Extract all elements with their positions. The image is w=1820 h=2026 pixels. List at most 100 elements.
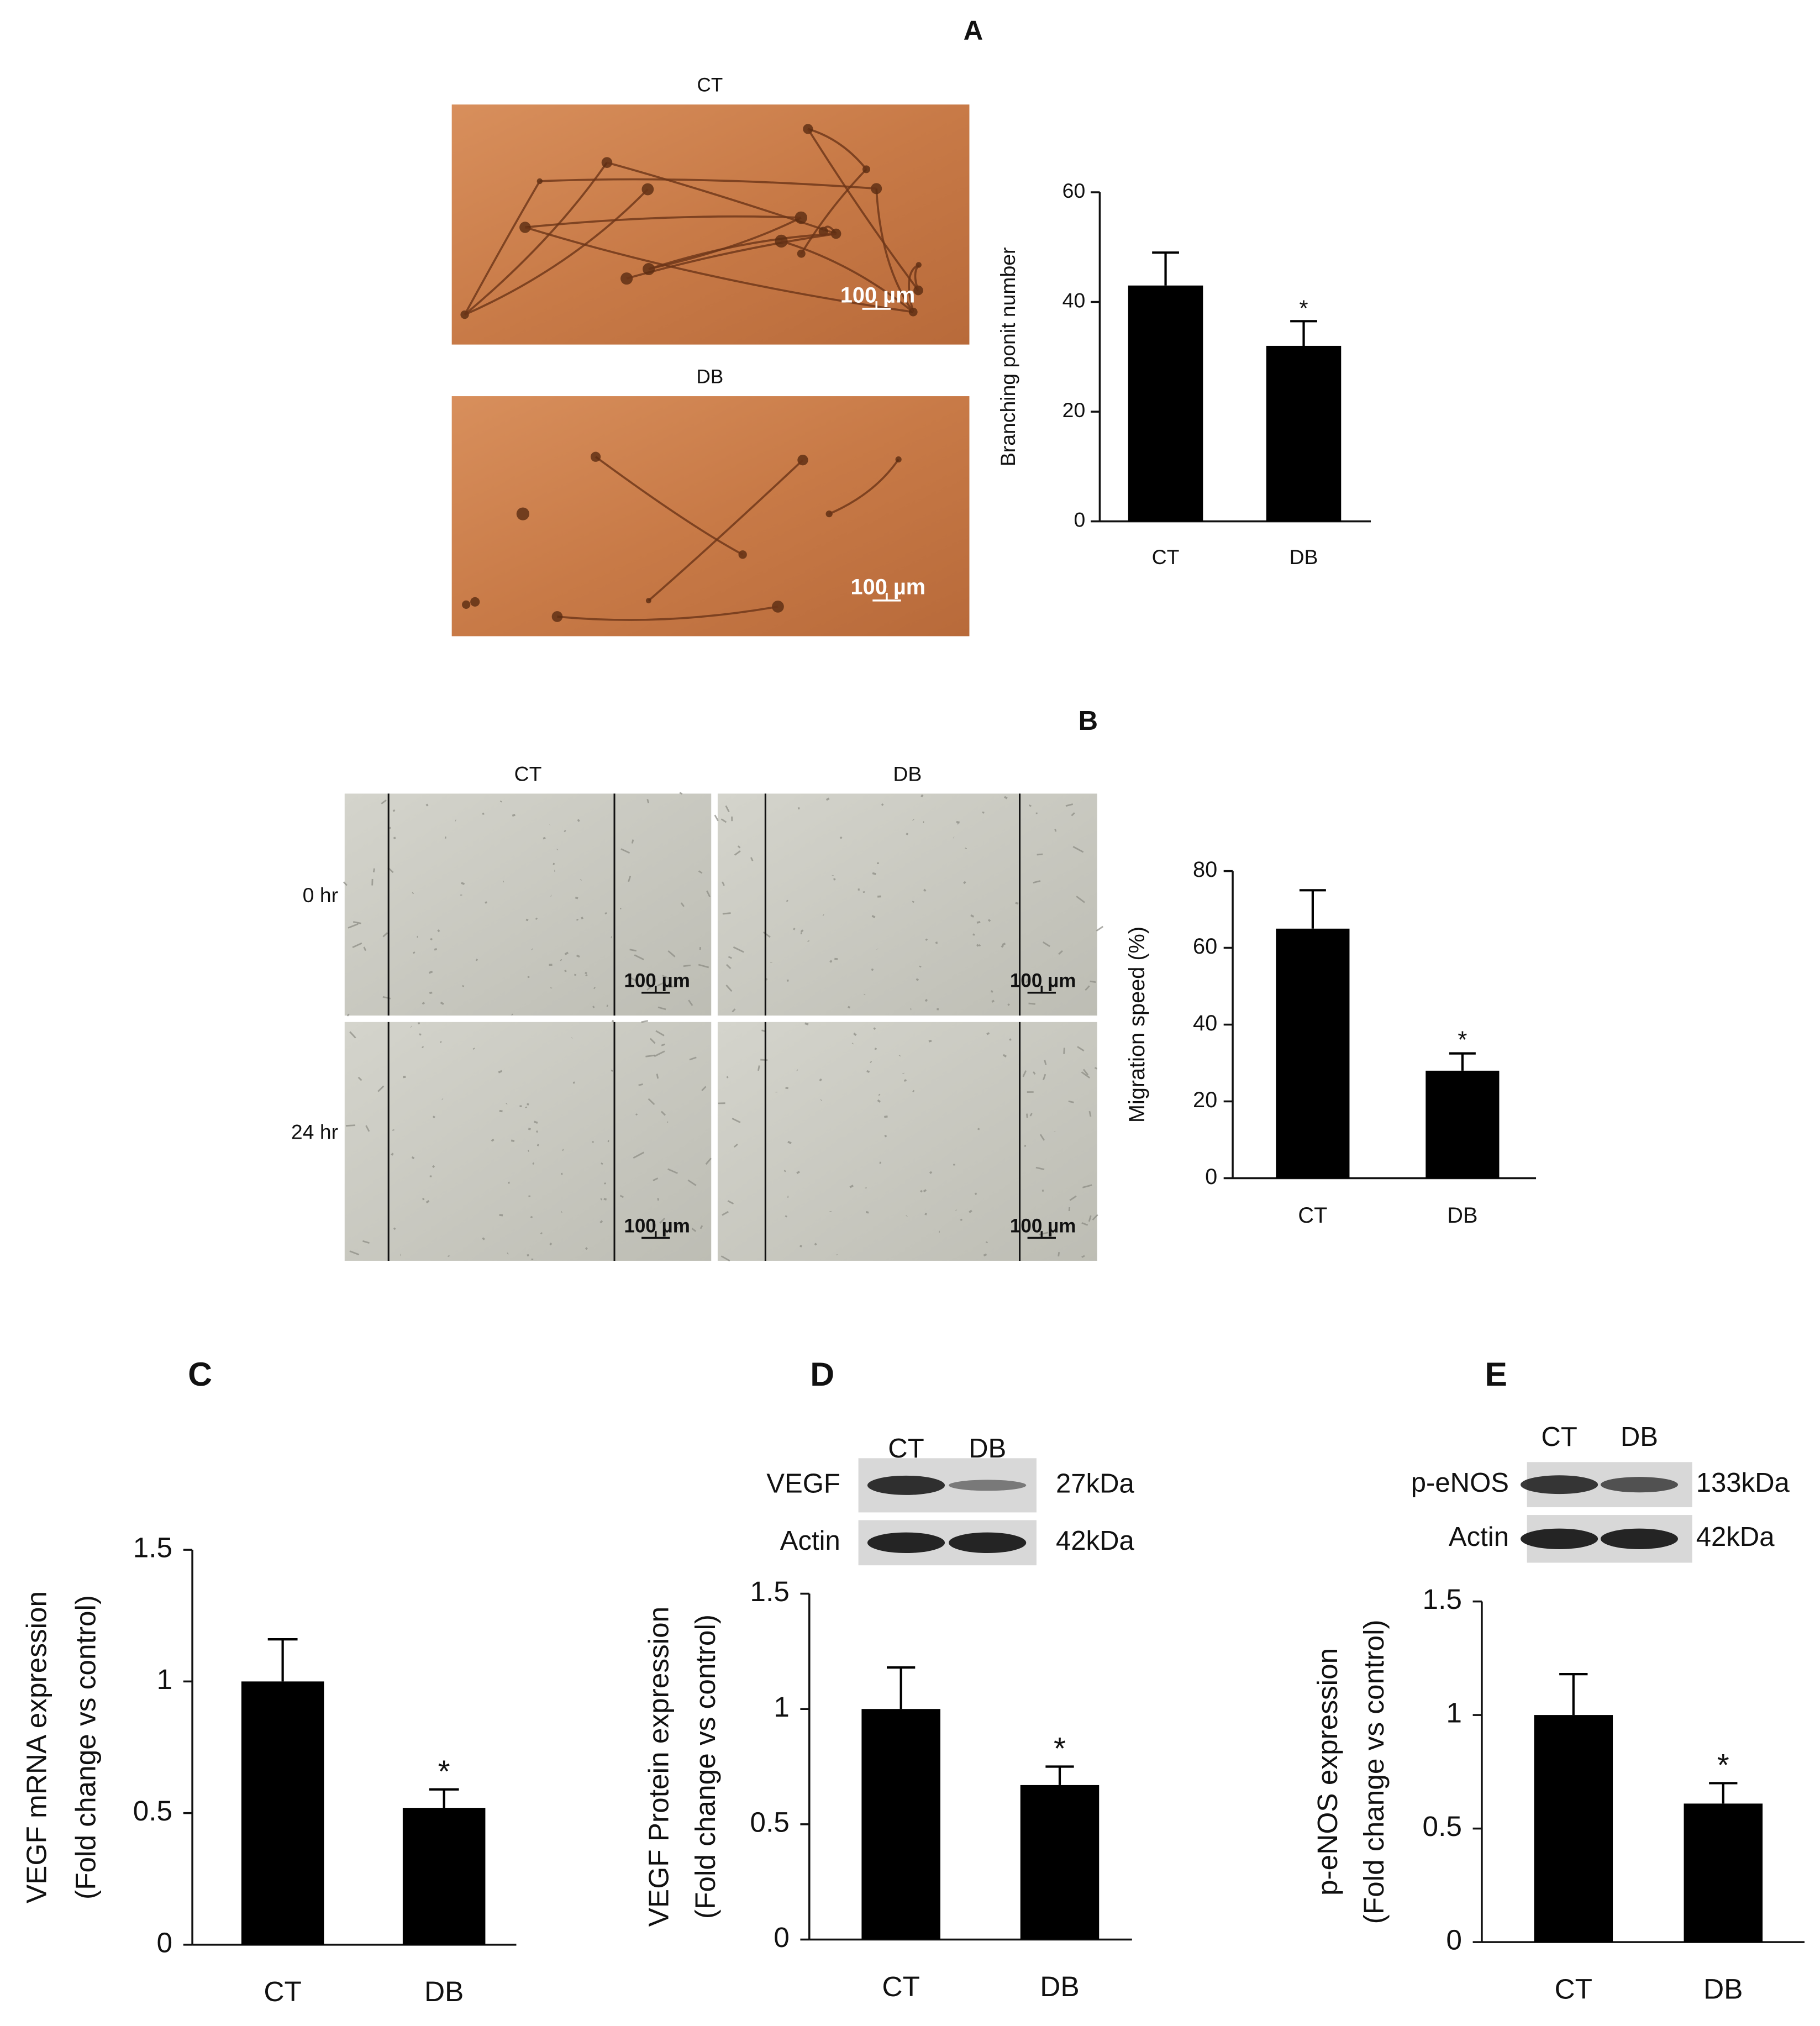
cell bbox=[920, 1190, 923, 1193]
cell bbox=[657, 981, 666, 987]
cell bbox=[1028, 804, 1032, 807]
cell bbox=[511, 1139, 515, 1142]
cell bbox=[531, 948, 533, 950]
cell bbox=[577, 819, 580, 822]
y-tick-label: 40 bbox=[1193, 1011, 1217, 1035]
error-bar bbox=[429, 1788, 459, 1808]
cell bbox=[1088, 1215, 1092, 1222]
cell bbox=[698, 964, 709, 969]
image-background bbox=[344, 793, 712, 1016]
cell bbox=[411, 1156, 415, 1160]
cell bbox=[498, 1070, 503, 1073]
cell bbox=[976, 921, 981, 924]
micrograph bbox=[344, 1019, 712, 1261]
blot-band bbox=[949, 1480, 1027, 1491]
cell bbox=[820, 1099, 822, 1101]
blot-band bbox=[1521, 1528, 1598, 1549]
significance-marker: * bbox=[438, 1754, 450, 1788]
cell bbox=[645, 1054, 655, 1057]
cell bbox=[853, 1033, 857, 1036]
scale-bar bbox=[641, 986, 670, 994]
cell bbox=[428, 970, 433, 974]
band-name: Actin bbox=[780, 1526, 840, 1556]
cell bbox=[646, 799, 650, 803]
cell bbox=[758, 1065, 760, 1071]
cell bbox=[800, 929, 804, 933]
cell bbox=[796, 1171, 800, 1174]
cell bbox=[750, 857, 754, 861]
cell bbox=[525, 918, 529, 922]
cell bbox=[960, 1218, 963, 1222]
cell bbox=[482, 812, 485, 815]
cell bbox=[726, 1076, 729, 1078]
tube bbox=[464, 188, 649, 316]
y-tick-label: 0.5 bbox=[133, 1795, 172, 1827]
micrograph bbox=[714, 793, 1104, 1016]
bar bbox=[1128, 285, 1203, 522]
cell bbox=[1076, 896, 1085, 903]
cell bbox=[1068, 1207, 1071, 1212]
cell-cluster bbox=[913, 285, 923, 296]
cell bbox=[732, 1118, 741, 1123]
cell bbox=[661, 1111, 666, 1116]
scale-bar-label: 100 µm bbox=[624, 1215, 690, 1236]
band-name: Actin bbox=[1449, 1522, 1509, 1552]
cell bbox=[884, 1134, 887, 1138]
cell-cluster bbox=[895, 456, 902, 463]
band-name: p-eNOS bbox=[1411, 1468, 1509, 1498]
scale-bar-label: 100 µm bbox=[1010, 970, 1076, 992]
band-size: 42kDa bbox=[1696, 1522, 1775, 1552]
cell bbox=[392, 809, 396, 812]
error-bar bbox=[1290, 320, 1317, 346]
x-tick-label: CT bbox=[264, 1975, 301, 2007]
cell bbox=[679, 792, 683, 795]
cell bbox=[631, 839, 634, 844]
cell bbox=[680, 902, 685, 907]
x-tick-label: DB bbox=[1447, 1203, 1477, 1228]
cell bbox=[733, 946, 744, 953]
cell bbox=[1042, 941, 1050, 948]
cell bbox=[957, 822, 959, 825]
tube bbox=[781, 240, 914, 313]
cell bbox=[1028, 1002, 1035, 1005]
cell bbox=[689, 1056, 697, 1061]
cell bbox=[430, 938, 433, 941]
panel-label: D bbox=[810, 1355, 834, 1393]
y-axis-label: VEGF Protein expression bbox=[643, 1607, 675, 1927]
bar bbox=[1426, 1070, 1500, 1178]
cell bbox=[574, 973, 577, 976]
cell bbox=[532, 1162, 535, 1165]
cell bbox=[924, 1213, 927, 1215]
cell bbox=[362, 1240, 370, 1244]
cell bbox=[1069, 1195, 1077, 1201]
tube bbox=[648, 217, 802, 270]
cell bbox=[912, 819, 914, 821]
y-axis-label: (Fold change vs control) bbox=[69, 1595, 101, 1899]
cell bbox=[661, 1043, 666, 1046]
x-tick-label: CT bbox=[1555, 1973, 1592, 2005]
y-axis-label: (Fold change vs control) bbox=[1358, 1619, 1390, 1924]
cell bbox=[906, 833, 909, 835]
cell bbox=[848, 1006, 851, 1009]
cell bbox=[833, 878, 836, 881]
tube bbox=[595, 456, 744, 556]
cell bbox=[688, 999, 693, 1006]
cell bbox=[657, 1198, 660, 1201]
x-tick-label: CT bbox=[1152, 545, 1180, 569]
cell bbox=[549, 1242, 553, 1246]
image-background bbox=[451, 396, 970, 636]
cell bbox=[728, 956, 732, 959]
cell bbox=[633, 1151, 645, 1159]
cell bbox=[1033, 1071, 1036, 1075]
cell bbox=[393, 1227, 396, 1230]
cell bbox=[512, 814, 516, 817]
cell bbox=[425, 1200, 430, 1204]
cell bbox=[825, 797, 830, 801]
lane-label: CT bbox=[1541, 1422, 1577, 1452]
cell bbox=[352, 942, 362, 949]
error-bar bbox=[1709, 1782, 1738, 1804]
cell bbox=[502, 880, 504, 883]
cell-cluster bbox=[551, 611, 563, 622]
significance-marker: * bbox=[1300, 296, 1308, 321]
x-tick-label: DB bbox=[1040, 1970, 1079, 2002]
